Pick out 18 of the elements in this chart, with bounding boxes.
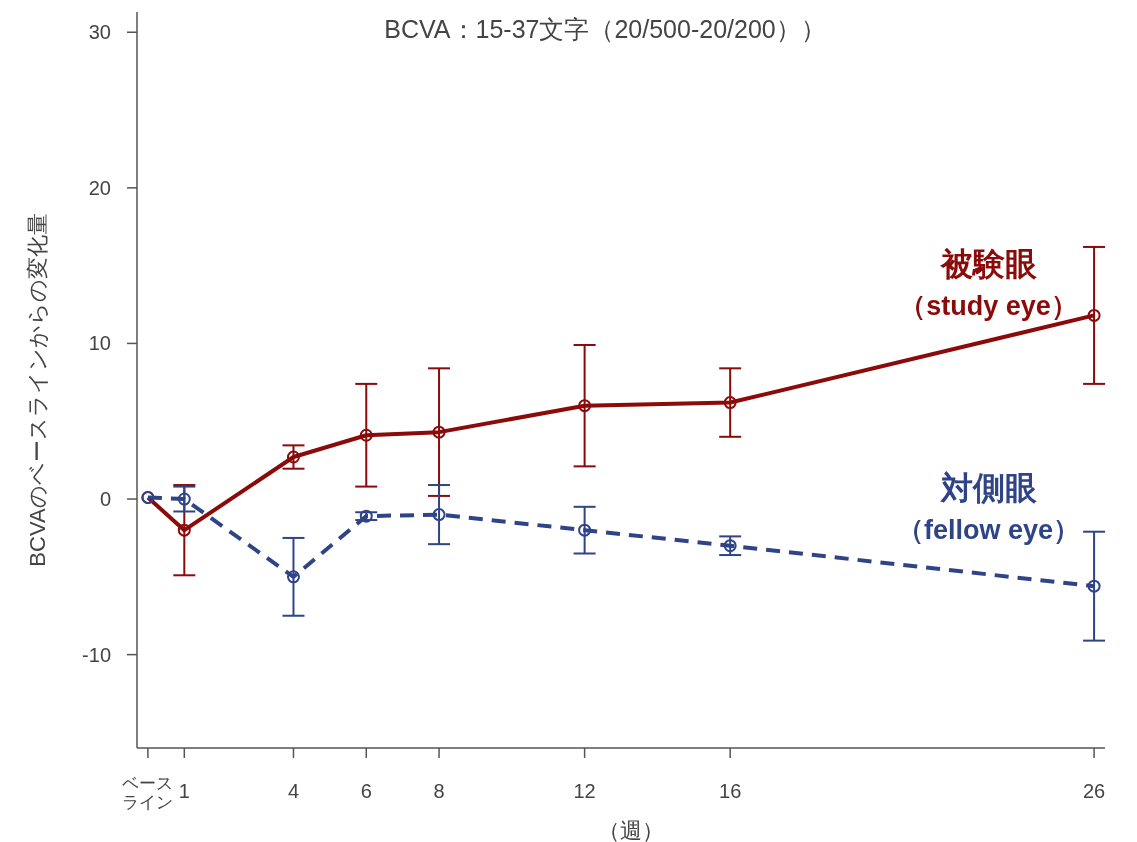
chart-title: BCVA：15-37文字（20/500-20/200））: [384, 15, 826, 43]
x-tick-label: 1: [178, 780, 190, 802]
y-tick-label: 10: [88, 332, 111, 355]
y-tick-label: 30: [88, 21, 111, 44]
y-tick-label: 0: [99, 488, 111, 511]
y-axis-title: BCVAのベースラインからの変化量: [25, 213, 50, 567]
x-tick-label: 4: [287, 780, 300, 802]
x-axis-title: （週）: [598, 818, 664, 842]
x-tick-label: 16: [719, 780, 742, 802]
y-tick-label: -10: [82, 643, 111, 666]
x-tick-label: 6: [360, 780, 372, 802]
series-label: 被験眼（study eye）: [899, 245, 1078, 321]
x-tick-label: ベースライン: [122, 774, 174, 812]
x-tick-label: 26: [1082, 780, 1106, 802]
x-tick-label: 8: [433, 780, 445, 802]
x-tick-label: 12: [573, 780, 596, 802]
y-tick-label: 20: [88, 176, 111, 199]
series-label: 対側眼（fellow eye）: [897, 470, 1081, 546]
